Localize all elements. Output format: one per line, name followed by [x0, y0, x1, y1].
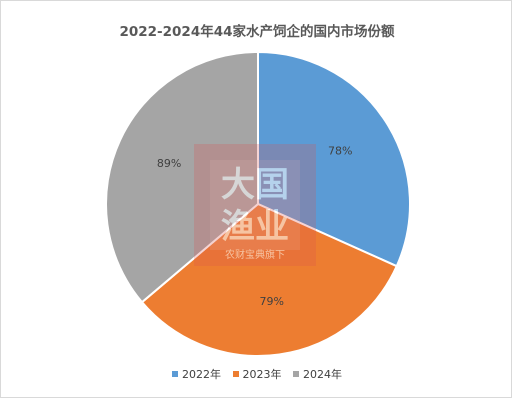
legend-item-2024: 2024年: [293, 366, 342, 382]
legend-swatch-2024: [293, 371, 299, 377]
legend-item-2022: 2022年: [172, 366, 221, 382]
data-label-2023: 79%: [259, 295, 283, 308]
watermark-inner-box: [210, 160, 300, 250]
legend-label-2024: 2024年: [303, 368, 342, 381]
chart-title: 2022-2024年44家水产饲企的国内市场份额: [119, 24, 395, 40]
legend-item-2023: 2023年: [232, 366, 282, 382]
pie-slice-2022: [257, 50, 411, 268]
legend-swatch-2023: [232, 371, 239, 377]
watermark-line1: 大国: [221, 165, 289, 205]
legend-label-2022: 2022年: [182, 368, 221, 381]
legend-label-2023: 2023年: [242, 368, 282, 381]
legend: 2022年 2023年 2024年: [0, 366, 514, 382]
watermark-logo: 大国 渔业 农财宝典旗下: [194, 144, 316, 266]
watermark-caption: 农财宝典旗下: [225, 248, 285, 261]
data-label-2022: 78%: [328, 145, 352, 158]
watermark-line2: 渔业: [221, 207, 289, 247]
data-label-2024: 89%: [157, 157, 181, 170]
pie-slice-2023: [140, 202, 399, 357]
pie-slice-2024: [105, 50, 259, 304]
legend-swatch-2022: [172, 371, 178, 377]
watermark-box: [194, 144, 316, 266]
